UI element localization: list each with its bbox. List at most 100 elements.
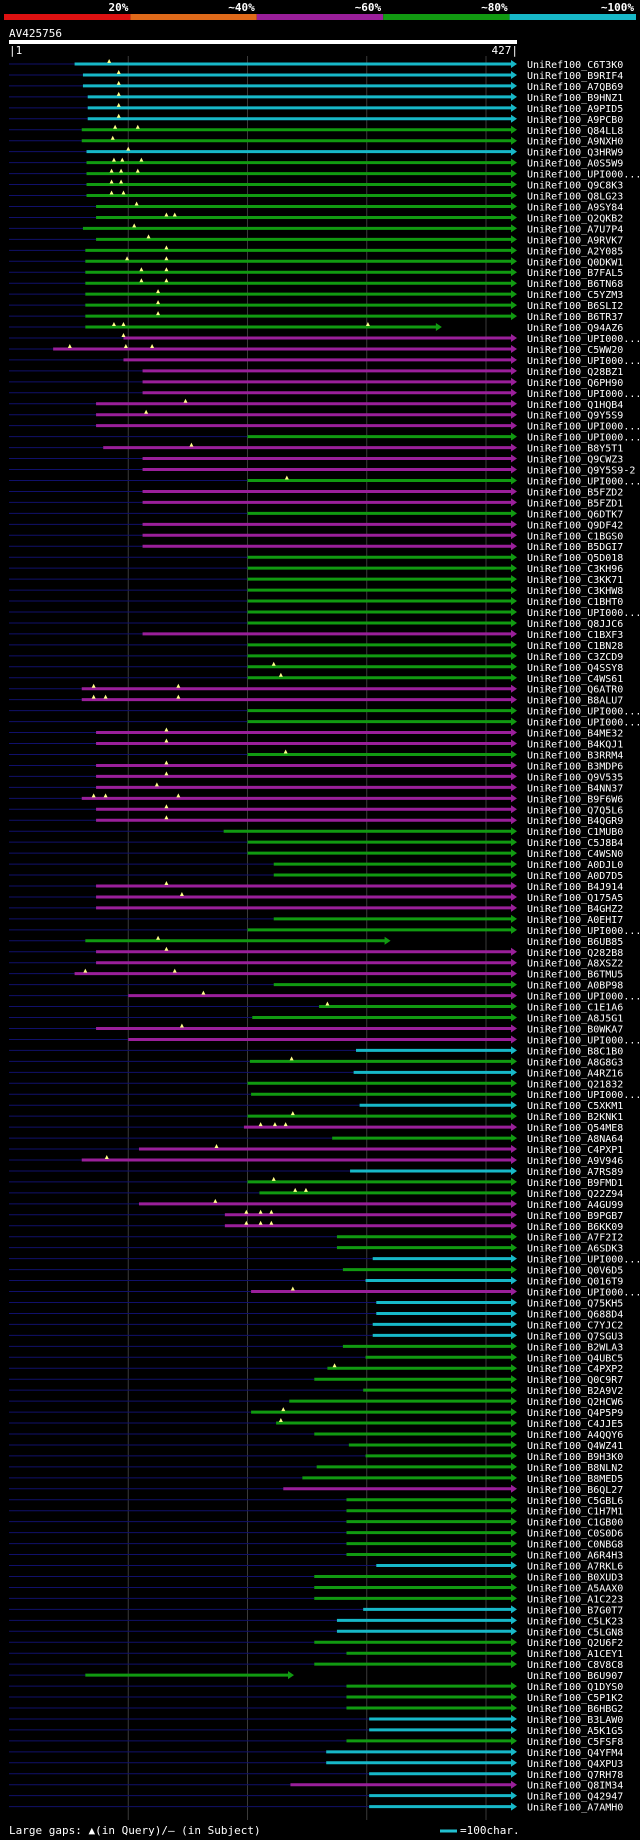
hit-label[interactable]: UniRef100_A0S5W9 — [527, 159, 623, 170]
hit-label[interactable]: UniRef100_Q4P5P9 — [527, 1408, 623, 1419]
hit-label[interactable]: UniRef100_B5DGI7 — [527, 542, 623, 553]
hit-label[interactable]: UniRef100_B5FZD2 — [527, 487, 623, 498]
hit-row[interactable]: UniRef100_Q0DKW1 — [9, 256, 623, 268]
hit-label[interactable]: UniRef100_B8ALU7 — [527, 696, 623, 707]
hit-row[interactable]: UniRef100_UPI000... — [9, 475, 640, 487]
hit-row[interactable]: UniRef100_A6SDK3 — [9, 1243, 623, 1255]
hit-row[interactable]: UniRef100_B0XUD3 — [9, 1572, 623, 1583]
hit-label[interactable]: UniRef100_C5P1K2 — [527, 1693, 623, 1704]
hit-label[interactable]: UniRef100_Q94AZ6 — [527, 323, 623, 334]
hit-label[interactable]: UniRef100_Q1DYS0 — [527, 1682, 623, 1693]
hit-label[interactable]: UniRef100_UPI000... — [527, 356, 640, 367]
hit-row[interactable]: UniRef100_Q0V6D5 — [9, 1265, 623, 1277]
hit-row[interactable]: UniRef100_A0DJL0 — [9, 860, 623, 871]
hit-label[interactable]: UniRef100_A8G8G3 — [527, 1057, 623, 1068]
hit-label[interactable]: UniRef100_B3RRM4 — [527, 750, 623, 761]
hit-row[interactable]: UniRef100_Q175A5 — [9, 891, 623, 904]
hit-label[interactable]: UniRef100_UPI000... — [527, 926, 640, 937]
hit-label[interactable]: UniRef100_A4QQY6 — [527, 1430, 623, 1441]
hit-row[interactable]: UniRef100_UPI000... — [9, 432, 640, 444]
hit-label[interactable]: UniRef100_A7U7P4 — [527, 224, 623, 235]
hit-label[interactable]: UniRef100_Q21832 — [527, 1079, 623, 1090]
hit-label[interactable]: UniRef100_C7YJC2 — [527, 1320, 623, 1331]
hit-row[interactable]: UniRef100_B4GHZ2 — [9, 903, 623, 915]
hit-label[interactable]: UniRef100_A4GU99 — [527, 1200, 623, 1211]
hit-label[interactable]: UniRef100_C4PXP1 — [527, 1145, 623, 1156]
hit-row[interactable]: UniRef100_B4KQJ1 — [9, 738, 623, 751]
hit-label[interactable]: UniRef100_UPI000... — [527, 476, 640, 487]
hit-row[interactable]: UniRef100_Q2U6F2 — [9, 1638, 623, 1649]
hit-label[interactable]: UniRef100_C3KHW8 — [527, 586, 623, 597]
hit-row[interactable]: UniRef100_B7FAL5 — [9, 267, 623, 279]
hit-label[interactable]: UniRef100_A0D7D5 — [527, 871, 623, 882]
hit-row[interactable]: UniRef100_A0S5W9 — [9, 157, 623, 170]
hit-label[interactable]: UniRef100_A5AAX0 — [527, 1583, 623, 1594]
hit-row[interactable]: UniRef100_A9V946 — [9, 1155, 623, 1167]
hit-label[interactable]: UniRef100_UPI000... — [527, 718, 640, 729]
hit-row[interactable]: UniRef100_B9PGB7 — [9, 1209, 623, 1222]
hit-row[interactable]: UniRef100_Q8IM34 — [9, 1780, 623, 1792]
hit-row[interactable]: UniRef100_Q9CWZ3 — [9, 454, 623, 466]
hit-label[interactable]: UniRef100_C6T3K0 — [527, 60, 623, 71]
hit-label[interactable]: UniRef100_Q28BZ1 — [527, 367, 623, 378]
hit-row[interactable]: UniRef100_Q5D018 — [9, 553, 623, 564]
hit-label[interactable]: UniRef100_UPI000... — [527, 707, 640, 718]
hit-row[interactable]: UniRef100_C1BHT0 — [9, 597, 623, 608]
hit-row[interactable]: UniRef100_C3KHW8 — [9, 586, 623, 597]
hit-label[interactable]: UniRef100_C5J8B4 — [527, 838, 623, 849]
hit-label[interactable]: UniRef100_UPI000... — [527, 334, 640, 345]
hit-label[interactable]: UniRef100_Q0C9R7 — [527, 1375, 623, 1386]
hit-label[interactable]: UniRef100_C8V8C8 — [527, 1660, 623, 1671]
hit-label[interactable]: UniRef100_C4WSN0 — [527, 849, 623, 860]
hit-label[interactable]: UniRef100_A7AMH0 — [527, 1803, 623, 1814]
hit-label[interactable]: UniRef100_Q4WZ41 — [527, 1441, 623, 1452]
hit-row[interactable]: UniRef100_A8XSZ2 — [9, 958, 623, 970]
hit-row[interactable]: UniRef100_Q688D4 — [9, 1309, 623, 1320]
hit-row[interactable]: UniRef100_Q28BZ1 — [9, 366, 623, 378]
hit-row[interactable]: UniRef100_C1BN28 — [9, 640, 623, 652]
hit-label[interactable]: UniRef100_B4GHZ2 — [527, 904, 623, 915]
hit-label[interactable]: UniRef100_C1BHT0 — [527, 597, 623, 608]
hit-row[interactable]: UniRef100_A0BP98 — [9, 980, 623, 992]
hit-row[interactable]: UniRef100_C5XKM1 — [9, 1101, 623, 1112]
hit-label[interactable]: UniRef100_A9V946 — [527, 1156, 623, 1167]
hit-label[interactable]: UniRef100_UPI000... — [527, 422, 640, 433]
hit-row[interactable]: UniRef100_UPI000... — [9, 421, 640, 433]
hit-row[interactable]: UniRef100_A7RKL6 — [9, 1561, 623, 1573]
hit-label[interactable]: UniRef100_B0WKA7 — [527, 1024, 623, 1035]
hit-label[interactable]: UniRef100_A1C223 — [527, 1594, 623, 1605]
hit-label[interactable]: UniRef100_C4JJE5 — [527, 1419, 623, 1430]
hit-label[interactable]: UniRef100_C4PXP2 — [527, 1364, 623, 1375]
hit-row[interactable]: UniRef100_A8G8G3 — [9, 1056, 623, 1068]
hit-label[interactable]: UniRef100_B2A9V2 — [527, 1386, 623, 1397]
hit-label[interactable]: UniRef100_B6HBG2 — [527, 1704, 623, 1715]
hit-row[interactable]: UniRef100_A8J5G1 — [9, 1013, 623, 1025]
hit-label[interactable]: UniRef100_Q2U6F2 — [527, 1638, 623, 1649]
hit-label[interactable]: UniRef100_Q2QKB2 — [527, 213, 623, 224]
hit-row[interactable]: UniRef100_Q4WZ41 — [9, 1440, 623, 1452]
hit-row[interactable]: UniRef100_Q75KH5 — [9, 1298, 623, 1309]
hit-label[interactable]: UniRef100_B4QGR9 — [527, 816, 623, 827]
hit-row[interactable]: UniRef100_A9RVK7 — [9, 234, 623, 246]
hit-label[interactable]: UniRef100_B3MDP6 — [527, 761, 623, 772]
hit-row[interactable]: UniRef100_A9SY84 — [9, 201, 623, 213]
hit-row[interactable]: UniRef100_B5DGI7 — [9, 542, 623, 553]
hit-label[interactable]: UniRef100_B6UB85 — [527, 937, 623, 948]
hit-row[interactable]: UniRef100_B8MED5 — [9, 1473, 623, 1485]
hit-row[interactable]: UniRef100_B4QGR9 — [9, 815, 623, 827]
hit-row[interactable]: UniRef100_C4WSN0 — [9, 849, 623, 860]
hit-label[interactable]: UniRef100_B2WLA3 — [527, 1342, 623, 1353]
hit-row[interactable]: UniRef100_A6R4H3 — [9, 1550, 623, 1562]
hit-row[interactable]: UniRef100_B5FZD1 — [9, 498, 623, 509]
hit-label[interactable]: UniRef100_Q8JJC6 — [527, 619, 623, 630]
hit-row[interactable]: UniRef100_C5P1K2 — [9, 1693, 623, 1704]
hit-row[interactable]: UniRef100_C3ZCD9 — [9, 651, 623, 663]
hit-label[interactable]: UniRef100_B6SLI2 — [527, 301, 623, 312]
hit-label[interactable]: UniRef100_Q6ATR0 — [527, 685, 623, 696]
hit-row[interactable]: UniRef100_UPI000... — [9, 1090, 640, 1101]
hit-row[interactable]: UniRef100_A0EHI7 — [9, 914, 623, 926]
hit-label[interactable]: UniRef100_Q4SSY8 — [527, 663, 623, 674]
hit-label[interactable]: UniRef100_B6TMU5 — [527, 970, 623, 981]
hit-label[interactable]: UniRef100_A6R4H3 — [527, 1551, 623, 1562]
hit-label[interactable]: UniRef100_C1MUB0 — [527, 827, 623, 838]
